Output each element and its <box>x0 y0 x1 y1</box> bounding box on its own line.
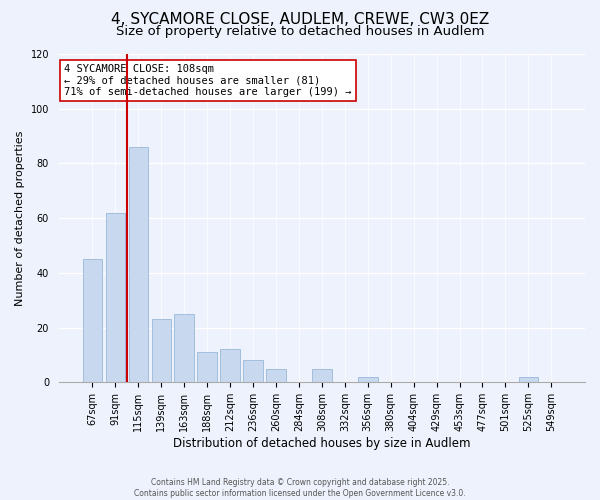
Bar <box>244 360 263 382</box>
Y-axis label: Number of detached properties: Number of detached properties <box>15 130 25 306</box>
Bar <box>312 368 332 382</box>
Bar <box>358 377 377 382</box>
Text: 4 SYCAMORE CLOSE: 108sqm
← 29% of detached houses are smaller (81)
71% of semi-d: 4 SYCAMORE CLOSE: 108sqm ← 29% of detach… <box>64 64 352 97</box>
X-axis label: Distribution of detached houses by size in Audlem: Distribution of detached houses by size … <box>173 437 470 450</box>
Bar <box>83 259 102 382</box>
Bar <box>106 212 125 382</box>
Bar <box>152 320 171 382</box>
Bar <box>220 350 240 382</box>
Text: 4, SYCAMORE CLOSE, AUDLEM, CREWE, CW3 0EZ: 4, SYCAMORE CLOSE, AUDLEM, CREWE, CW3 0E… <box>111 12 489 28</box>
Bar <box>175 314 194 382</box>
Bar <box>128 147 148 382</box>
Text: Contains HM Land Registry data © Crown copyright and database right 2025.
Contai: Contains HM Land Registry data © Crown c… <box>134 478 466 498</box>
Bar <box>518 377 538 382</box>
Bar <box>197 352 217 382</box>
Text: Size of property relative to detached houses in Audlem: Size of property relative to detached ho… <box>116 25 484 38</box>
Bar <box>266 368 286 382</box>
